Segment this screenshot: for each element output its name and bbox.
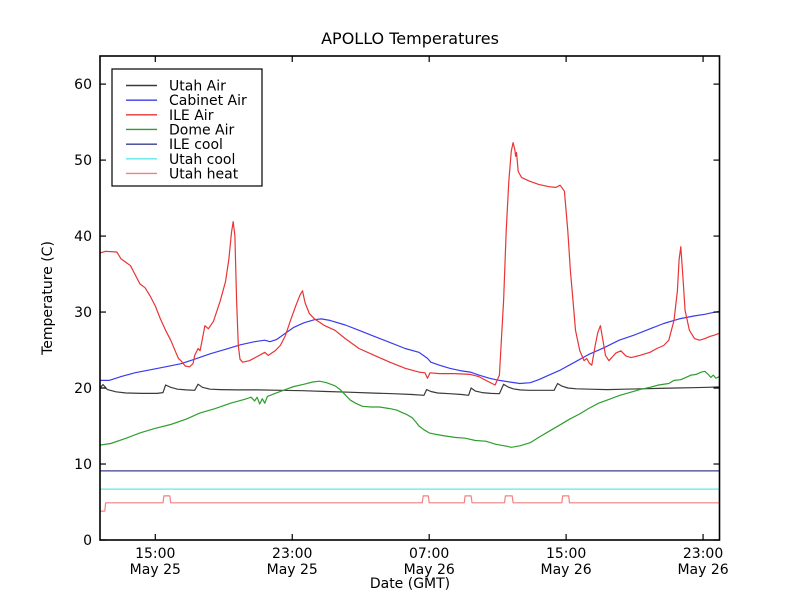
y-tick-label: 40 xyxy=(74,229,92,245)
x-tick-date-label: May 26 xyxy=(677,562,728,578)
axes-frame xyxy=(99,55,721,541)
legend-box xyxy=(111,68,263,187)
x-tick-time-label: 15:00 xyxy=(546,546,586,562)
y-tick-label: 30 xyxy=(74,305,92,321)
series-line-cabinet-air xyxy=(99,310,721,385)
series-line-dome-air xyxy=(99,370,721,448)
x-tick-date-label: May 25 xyxy=(130,562,181,578)
x-tick-date-label: May 26 xyxy=(541,562,592,578)
x-tick-time-label: 23:00 xyxy=(272,546,312,562)
legend-label-ile-cool: ILE cool xyxy=(169,137,223,153)
legend-label-utah-air: Utah Air xyxy=(169,79,226,95)
series-line-utah-air xyxy=(99,382,721,396)
y-tick-label: 50 xyxy=(74,153,92,169)
y-tick-label: 10 xyxy=(74,457,92,473)
legend-label-cabinet-air: Cabinet Air xyxy=(169,93,247,109)
x-tick-date-label: May 25 xyxy=(267,562,318,578)
y-tick-label: 0 xyxy=(83,533,92,549)
y-tick-label: 20 xyxy=(74,381,92,397)
plot-series xyxy=(99,142,721,512)
chart-title: APOLLO Temperatures xyxy=(321,29,499,48)
y-axis-label: Temperature (C) xyxy=(40,241,56,356)
x-tick-time-label: 07:00 xyxy=(409,546,449,562)
x-axis-label: Date (GMT) xyxy=(370,576,450,592)
legend-label-utah-cool: Utah cool xyxy=(169,152,235,168)
x-tick-time-label: 23:00 xyxy=(683,546,723,562)
legend-label-utah-heat: Utah heat xyxy=(169,166,239,182)
series-line-ile-air xyxy=(99,142,721,386)
y-tick-label: 60 xyxy=(74,77,92,93)
series-line-utah-heat xyxy=(99,495,721,512)
legend-label-dome-air: Dome Air xyxy=(169,122,235,138)
x-tick-time-label: 15:00 xyxy=(135,546,175,562)
x-tick-date-label: May 26 xyxy=(404,562,455,578)
legend-label-ile-air: ILE Air xyxy=(169,108,214,124)
